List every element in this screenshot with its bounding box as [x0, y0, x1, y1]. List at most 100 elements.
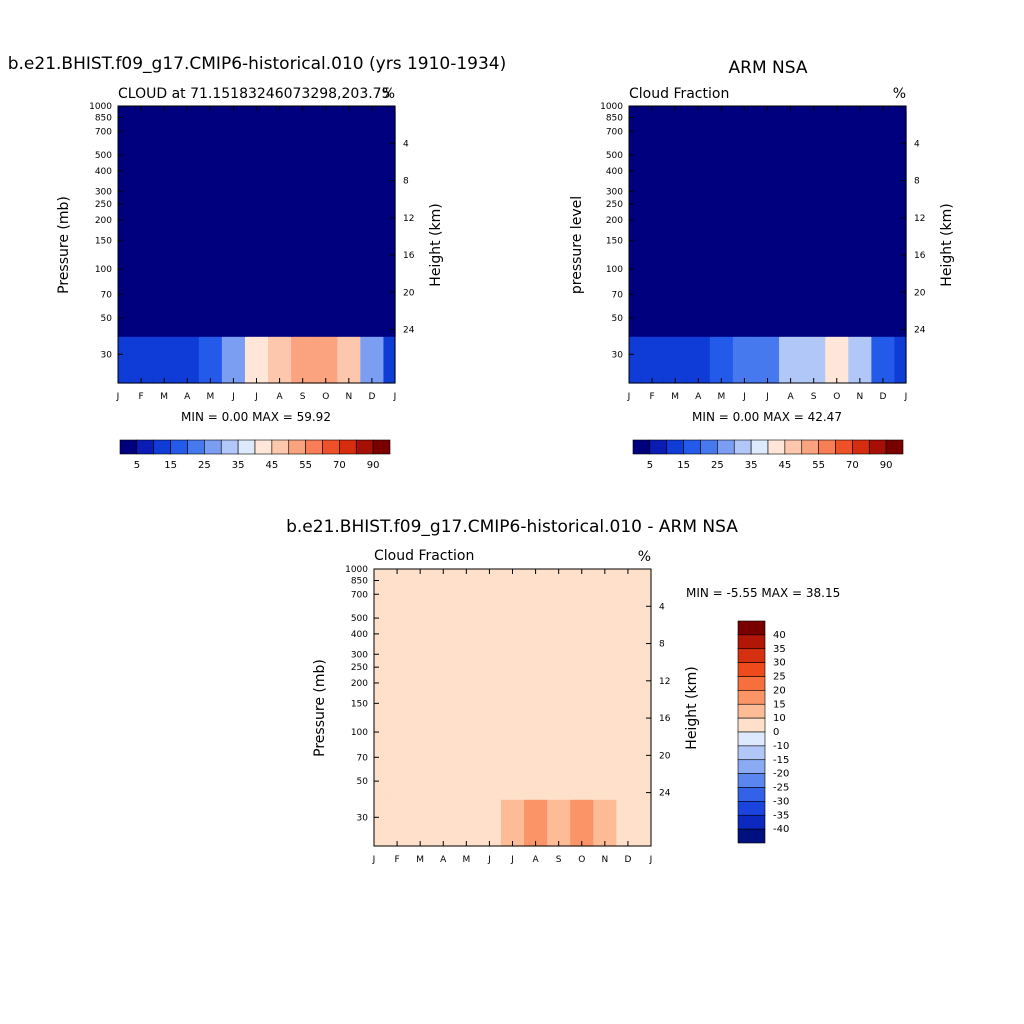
- x-tick-label: J: [742, 392, 746, 402]
- colorbar-swatch: [170, 439, 188, 455]
- y-tick-label: 400: [95, 167, 112, 177]
- colorbar-label: 90: [367, 460, 380, 471]
- y2-tick-label: 16: [914, 251, 926, 261]
- y2-tick-label: 12: [403, 214, 414, 224]
- colorbar-label: -15: [773, 755, 789, 766]
- panel-diff-colorbar: 40 35 30 25 20 15 10 0 -10 -15 -20 -25 -30 -35 -40: [737, 620, 789, 844]
- panel-model-y2label: Height (km): [428, 203, 444, 286]
- heatmap-cell: [477, 569, 502, 800]
- y-tick-label: 100: [95, 265, 112, 275]
- x-tick-label: J: [116, 392, 120, 402]
- colorbar-swatch: [737, 634, 766, 650]
- panel-model-heatmap: [118, 106, 396, 384]
- x-tick-label: A: [184, 392, 191, 402]
- y-tick-label: 300: [95, 187, 112, 197]
- heatmap-cell: [431, 569, 456, 800]
- y2-tick-label: 24: [403, 326, 415, 336]
- x-tick-label: A: [532, 855, 539, 865]
- colorbar-label: 25: [711, 460, 724, 471]
- panel-obs-minmax: MIN = 0.00 MAX = 42.47: [692, 410, 842, 424]
- heatmap-cell: [118, 106, 131, 337]
- y2-tick-label: 4: [659, 602, 665, 612]
- y-tick-label: 70: [101, 290, 113, 300]
- colorbar-swatch: [271, 439, 290, 455]
- x-tick-label: F: [394, 855, 399, 865]
- x-tick-label: A: [787, 392, 794, 402]
- colorbar-swatch: [737, 773, 766, 788]
- colorbar-label: 55: [812, 460, 825, 471]
- heatmap-cell: [825, 106, 849, 337]
- colorbar-label: 35: [773, 644, 786, 655]
- colorbar-swatch: [737, 662, 766, 677]
- heatmap-cell: [629, 106, 642, 337]
- y-tick-label: 300: [606, 187, 623, 197]
- colorbar-label: -25: [773, 783, 789, 794]
- y-tick-label: 500: [606, 151, 623, 161]
- y2-tick-label: 24: [659, 789, 671, 799]
- y-tick-label: 1000: [600, 102, 623, 112]
- heatmap-cell: [755, 106, 780, 337]
- panel-diff-title: b.e21.BHIST.f09_g17.CMIP6-historical.010…: [286, 517, 738, 537]
- y-tick-label: 850: [95, 114, 112, 124]
- heatmap-cell: [848, 106, 872, 337]
- panel-obs-left-label: Cloud Fraction: [629, 86, 729, 102]
- colorbar-label: 40: [773, 630, 786, 641]
- colorbar-swatch: [339, 439, 357, 455]
- heatmap-cell: [360, 106, 385, 337]
- colorbar-swatch: [322, 439, 340, 455]
- x-tick-label: S: [811, 392, 817, 402]
- colorbar-label: 35: [232, 460, 245, 471]
- colorbar-label: 90: [880, 460, 893, 471]
- x-tick-label: J: [627, 392, 631, 402]
- x-tick-label: S: [556, 855, 562, 865]
- x-tick-label: O: [833, 392, 840, 402]
- x-tick-label: M: [671, 392, 679, 402]
- y-tick-label: 70: [357, 753, 369, 763]
- y-tick-label: 150: [95, 236, 112, 246]
- y2-tick-label: 20: [403, 288, 415, 298]
- y-tick-label: 700: [351, 590, 368, 600]
- heatmap-cell: [244, 106, 269, 337]
- y-tick-label: 700: [606, 127, 623, 137]
- heatmap-cell: [709, 106, 734, 337]
- panel-diff-minmax: MIN = -5.55 MAX = 38.15: [686, 586, 840, 600]
- colorbar-swatch: [700, 439, 718, 455]
- heatmap-cell: [408, 569, 433, 800]
- x-tick-label: J: [649, 855, 653, 865]
- colorbar-label: 15: [773, 699, 786, 710]
- y-tick-label: 500: [95, 151, 112, 161]
- colorbar-swatch: [733, 439, 752, 455]
- x-tick-label: F: [649, 392, 654, 402]
- colorbar-label: 45: [266, 460, 279, 471]
- colorbar-swatch: [868, 439, 887, 455]
- panel-model-minmax: MIN = 0.00 MAX = 59.92: [181, 410, 331, 424]
- x-tick-label: J: [231, 392, 235, 402]
- panel-diff-right-label: %: [638, 549, 651, 565]
- colorbar-label: -30: [773, 796, 789, 807]
- colorbar-swatch: [187, 439, 205, 455]
- x-tick-label: J: [510, 855, 514, 865]
- colorbar-swatch: [220, 439, 239, 455]
- y-tick-label: 400: [606, 167, 623, 177]
- colorbar-swatch: [835, 439, 853, 455]
- panel-diff: b.e21.BHIST.f09_g17.CMIP6-historical.010…: [286, 517, 840, 865]
- heatmap-cell: [686, 106, 711, 337]
- y2-tick-label: 4: [403, 139, 409, 149]
- y-tick-label: 150: [606, 236, 623, 246]
- x-tick-label: D: [368, 392, 375, 402]
- colorbar-swatch: [288, 439, 306, 455]
- y2-tick-label: 16: [659, 714, 671, 724]
- colorbar-swatch: [737, 703, 766, 719]
- heatmap-cell: [314, 106, 338, 337]
- colorbar-label: 0: [773, 727, 779, 738]
- y-tick-label: 70: [612, 290, 624, 300]
- heatmap-cell: [383, 106, 396, 337]
- y2-tick-label: 20: [659, 751, 671, 761]
- colorbar-swatch: [372, 439, 391, 455]
- y2-tick-label: 8: [403, 177, 409, 187]
- heatmap-cell: [547, 569, 571, 800]
- panel-model-axes: J F M A M J J A S O N D J 30 50 70 100 150 200 250 300 400 500…: [89, 102, 415, 402]
- x-tick-label: J: [487, 855, 491, 865]
- y2-tick-label: 24: [914, 326, 926, 336]
